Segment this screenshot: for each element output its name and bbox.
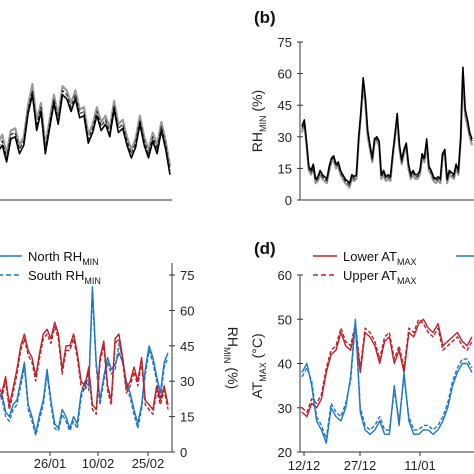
- panel-1-ytick-label: 75: [278, 35, 292, 50]
- panel-3-xtick-label: 12/12: [288, 458, 321, 473]
- panel-3-series-2-line: [301, 318, 473, 444]
- panel-3-ytick-label: 30: [278, 401, 292, 416]
- panel-1-ytick-label: 60: [278, 67, 292, 82]
- panel-2-series-0-line: [0, 286, 169, 434]
- panel-2-ytick-label: 30: [180, 374, 194, 389]
- panel-2-xtick-label: 10/02: [82, 456, 115, 471]
- panel-1-ytick-label: 30: [278, 130, 292, 145]
- panel-c-y-title: RHMIN (%): [222, 327, 241, 389]
- panel-b-y-title: RHMIN (%): [249, 90, 268, 152]
- legend-lower-label: Lower ATMAX: [343, 249, 416, 267]
- panel-0-series-2-line: [0, 93, 171, 175]
- panel-3-series-1-line: [301, 318, 473, 413]
- panel-2-ytick-label: 45: [180, 339, 194, 354]
- panel-1-ytick-label: 45: [278, 98, 292, 113]
- panel-1-ytick-label: 0: [285, 193, 292, 208]
- panel-d-label: (d): [254, 239, 276, 258]
- panel-b-label: (b): [254, 8, 276, 27]
- panel-3-series-3-line: [301, 323, 473, 440]
- panel-3-ytick-label: 40: [278, 357, 292, 372]
- plot-layer: 0 15 30 45 60 75 0 15 30 45 60 75 26/01 10/02 25/02 20 3…: [0, 35, 474, 473]
- panel-b: (b) RHMIN (%): [249, 8, 474, 201]
- panel-3-ytick-label: 50: [278, 312, 292, 327]
- panel-3-xtick-label: 11/01: [404, 458, 436, 473]
- panel-d-y-title: ATMAX (°C): [249, 333, 268, 398]
- legend-upper-label: Upper ATMAX: [343, 268, 416, 286]
- panel-1-series-2-line: [301, 66, 473, 184]
- panel-3-series-0-line: [301, 318, 473, 418]
- panel-3-ytick-label: 60: [278, 268, 292, 283]
- legend-north-label: North RHMIN: [28, 249, 99, 267]
- legend-south-label: South RHMIN: [28, 268, 101, 286]
- panel-3-ytick-label: 20: [278, 445, 292, 460]
- panel-2-series-3-line: [0, 326, 169, 415]
- panel-2-ytick-label: 15: [180, 410, 194, 425]
- panel-2-xtick-label: 26/01: [34, 456, 67, 471]
- panel-1-ytick-label: 15: [278, 161, 292, 176]
- panel-2-series-2-line: [0, 321, 169, 411]
- panel-2-ytick-label: 0: [180, 445, 187, 460]
- panel-c: RHMIN (%) North RHMIN South RHMIN: [0, 249, 241, 453]
- panel-2-ytick-label: 75: [180, 268, 194, 283]
- panel-1-series-0-line: [300, 72, 474, 189]
- panel-3-xtick-label: 27/12: [344, 458, 377, 473]
- panel-2-series-1-line: [0, 293, 169, 437]
- panel-2-ytick-label: 60: [180, 303, 194, 318]
- panel-d: (d) ATMAX (°C) Lower ATMAX Upper ATMAX: [249, 239, 474, 453]
- panel-2-xtick-label: 25/02: [132, 456, 165, 471]
